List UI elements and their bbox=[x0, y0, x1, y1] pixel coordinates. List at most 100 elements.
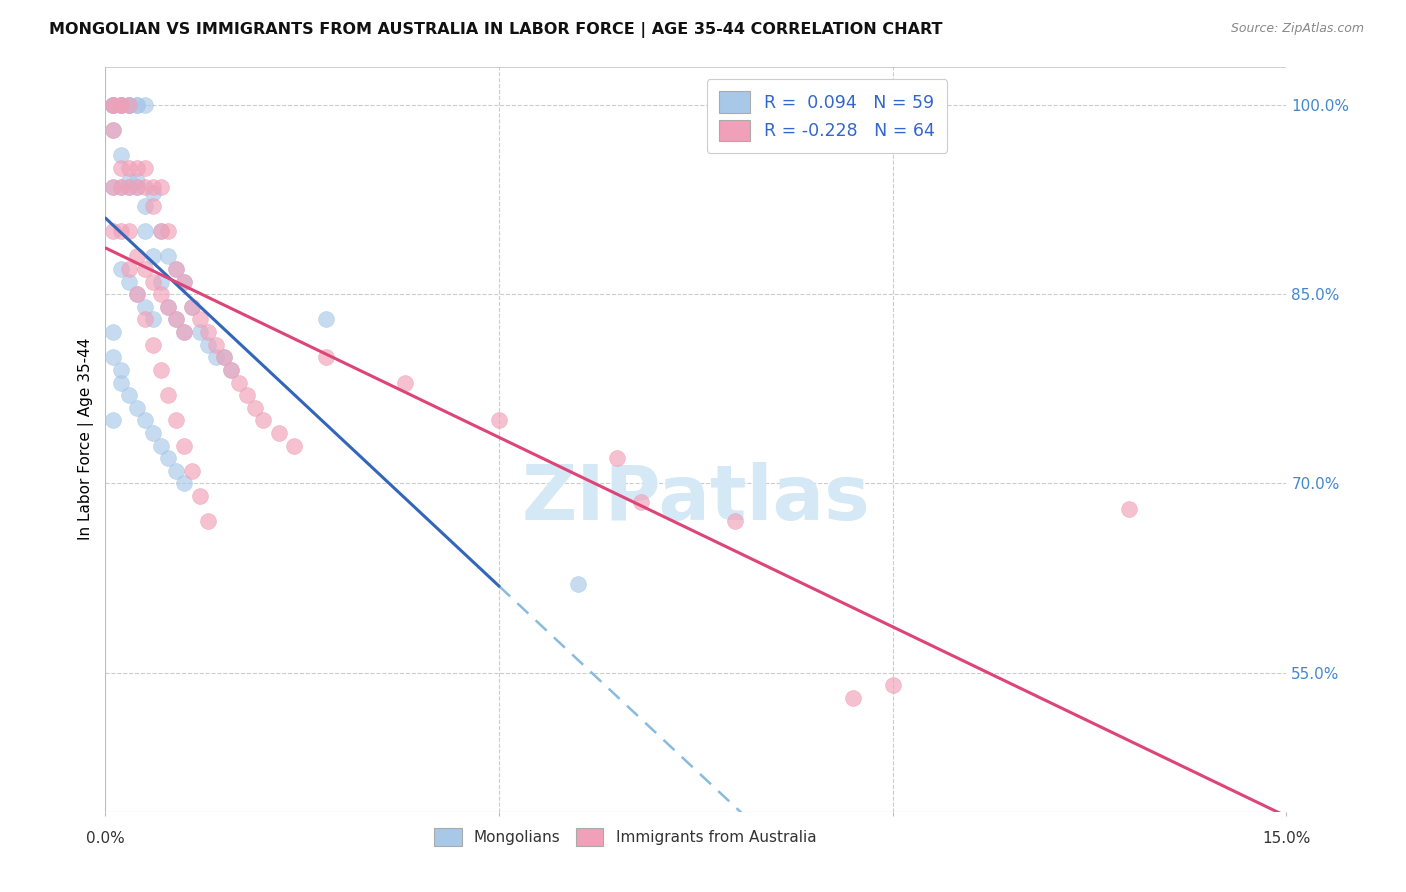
Point bbox=[157, 300, 180, 314]
Point bbox=[236, 388, 259, 402]
Point bbox=[110, 224, 132, 238]
Point bbox=[315, 312, 337, 326]
Point bbox=[165, 413, 187, 427]
Point bbox=[221, 363, 243, 377]
Point bbox=[134, 312, 156, 326]
Point bbox=[165, 312, 187, 326]
Point bbox=[125, 179, 148, 194]
Point bbox=[315, 351, 337, 365]
Point bbox=[110, 148, 132, 162]
Point bbox=[125, 97, 148, 112]
Point bbox=[110, 97, 132, 112]
Text: 15.0%: 15.0% bbox=[1263, 830, 1310, 846]
Point bbox=[173, 325, 195, 339]
Point bbox=[125, 179, 148, 194]
Point bbox=[149, 224, 172, 238]
Point bbox=[142, 275, 165, 289]
Point bbox=[125, 97, 148, 112]
Point bbox=[103, 123, 125, 137]
Point bbox=[173, 325, 195, 339]
Point bbox=[118, 179, 141, 194]
Point bbox=[110, 97, 132, 112]
Point bbox=[110, 376, 132, 390]
Point bbox=[142, 337, 165, 351]
Point bbox=[142, 179, 165, 194]
Point bbox=[149, 287, 172, 301]
Point bbox=[125, 287, 148, 301]
Legend: Mongolians, Immigrants from Australia: Mongolians, Immigrants from Australia bbox=[427, 822, 823, 853]
Point bbox=[149, 439, 172, 453]
Point bbox=[134, 413, 156, 427]
Point bbox=[118, 179, 141, 194]
Text: 0.0%: 0.0% bbox=[86, 830, 125, 846]
Point bbox=[118, 275, 141, 289]
Point bbox=[173, 275, 195, 289]
Point bbox=[188, 325, 211, 339]
Point bbox=[149, 363, 172, 377]
Point bbox=[110, 179, 132, 194]
Y-axis label: In Labor Force | Age 35-44: In Labor Force | Age 35-44 bbox=[79, 338, 94, 541]
Point bbox=[197, 337, 219, 351]
Point bbox=[149, 179, 172, 194]
Point bbox=[149, 224, 172, 238]
Point bbox=[630, 495, 652, 509]
Point bbox=[103, 97, 125, 112]
Point bbox=[118, 97, 141, 112]
Point bbox=[110, 97, 132, 112]
Point bbox=[173, 439, 195, 453]
Text: Source: ZipAtlas.com: Source: ZipAtlas.com bbox=[1230, 22, 1364, 36]
Text: MONGOLIAN VS IMMIGRANTS FROM AUSTRALIA IN LABOR FORCE | AGE 35-44 CORRELATION CH: MONGOLIAN VS IMMIGRANTS FROM AUSTRALIA I… bbox=[49, 22, 942, 38]
Point bbox=[606, 451, 628, 466]
Point bbox=[110, 161, 132, 175]
Point bbox=[165, 312, 187, 326]
Point bbox=[118, 388, 141, 402]
Point bbox=[283, 439, 305, 453]
Point bbox=[125, 161, 148, 175]
Point bbox=[110, 179, 132, 194]
Point bbox=[134, 300, 156, 314]
Point bbox=[103, 179, 125, 194]
Point bbox=[165, 464, 187, 478]
Point bbox=[157, 224, 180, 238]
Point bbox=[724, 514, 747, 528]
Point bbox=[125, 401, 148, 415]
Point bbox=[204, 337, 226, 351]
Point bbox=[142, 425, 165, 440]
Point bbox=[134, 199, 156, 213]
Point bbox=[134, 261, 156, 276]
Point bbox=[181, 300, 204, 314]
Point bbox=[1118, 501, 1140, 516]
Point bbox=[882, 678, 904, 692]
Point bbox=[134, 97, 156, 112]
Point bbox=[212, 351, 235, 365]
Point bbox=[212, 351, 235, 365]
Point bbox=[842, 691, 865, 706]
Point bbox=[197, 325, 219, 339]
Point bbox=[142, 312, 165, 326]
Point bbox=[567, 577, 589, 591]
Point bbox=[125, 287, 148, 301]
Point bbox=[252, 413, 274, 427]
Point bbox=[103, 179, 125, 194]
Point bbox=[228, 376, 250, 390]
Point bbox=[134, 179, 156, 194]
Point bbox=[142, 249, 165, 263]
Point bbox=[488, 413, 510, 427]
Point bbox=[267, 425, 290, 440]
Point bbox=[394, 376, 416, 390]
Point bbox=[134, 224, 156, 238]
Point bbox=[197, 514, 219, 528]
Point bbox=[165, 261, 187, 276]
Point bbox=[165, 261, 187, 276]
Point bbox=[142, 186, 165, 201]
Point bbox=[110, 261, 132, 276]
Point bbox=[110, 97, 132, 112]
Point bbox=[125, 173, 148, 187]
Point bbox=[157, 388, 180, 402]
Point bbox=[149, 275, 172, 289]
Point bbox=[103, 97, 125, 112]
Point bbox=[118, 224, 141, 238]
Point bbox=[125, 249, 148, 263]
Point bbox=[173, 476, 195, 491]
Point bbox=[103, 97, 125, 112]
